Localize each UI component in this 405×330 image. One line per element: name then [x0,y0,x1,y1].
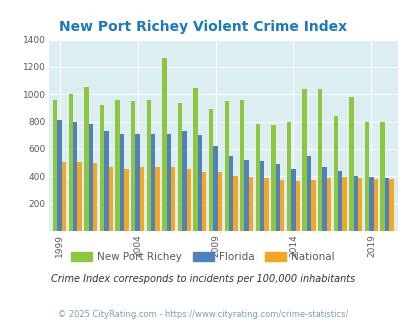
Bar [260,161,264,231]
Bar [119,134,124,231]
Bar [171,167,175,231]
Bar [348,97,353,231]
Bar [162,58,166,231]
Bar [317,89,322,231]
Bar [388,179,392,231]
Bar [193,88,197,231]
Bar [58,120,62,231]
Bar [286,122,290,231]
Bar [233,176,237,231]
Text: © 2025 CityRating.com - https://www.cityrating.com/crime-statistics/: © 2025 CityRating.com - https://www.city… [58,310,347,319]
Bar [93,163,97,231]
Bar [373,179,377,231]
Bar [306,156,311,231]
Bar [115,100,119,231]
Text: New Port Richey Violent Crime Index: New Port Richey Violent Crime Index [59,20,346,34]
Bar [322,167,326,231]
Legend: New Port Richey, Florida, National: New Port Richey, Florida, National [67,248,338,266]
Bar [255,124,260,231]
Text: Crime Index corresponds to incidents per 100,000 inhabitants: Crime Index corresponds to incidents per… [51,274,354,284]
Bar [202,172,206,231]
Bar [264,178,268,231]
Bar [135,134,139,231]
Bar [73,122,77,231]
Bar [151,134,155,231]
Bar [244,160,248,231]
Bar [224,101,228,231]
Bar [182,131,186,231]
Bar [295,181,299,231]
Bar [62,162,66,231]
Bar [209,109,213,231]
Bar [333,116,337,231]
Bar [275,164,279,231]
Bar [271,125,275,231]
Bar [177,103,182,231]
Bar [217,172,222,231]
Bar [326,178,330,231]
Bar [139,167,144,231]
Bar [213,146,217,231]
Bar [77,162,81,231]
Bar [248,177,253,231]
Bar [379,122,384,231]
Bar [100,105,104,231]
Bar [84,87,88,231]
Bar [197,135,202,231]
Bar [68,94,73,231]
Bar [166,134,171,231]
Bar [302,89,306,231]
Bar [290,169,295,231]
Bar [104,131,108,231]
Bar [155,167,159,231]
Bar [368,177,373,231]
Bar [311,181,315,231]
Bar [364,122,368,231]
Bar [357,178,361,231]
Bar [108,167,113,231]
Bar [279,180,284,231]
Bar [384,178,388,231]
Bar [131,101,135,231]
Bar [341,177,346,231]
Bar [353,176,357,231]
Bar [146,100,151,231]
Bar [337,171,341,231]
Bar [88,124,93,231]
Bar [124,170,128,231]
Bar [239,100,244,231]
Bar [186,170,190,231]
Bar [228,156,233,231]
Bar [53,100,58,231]
